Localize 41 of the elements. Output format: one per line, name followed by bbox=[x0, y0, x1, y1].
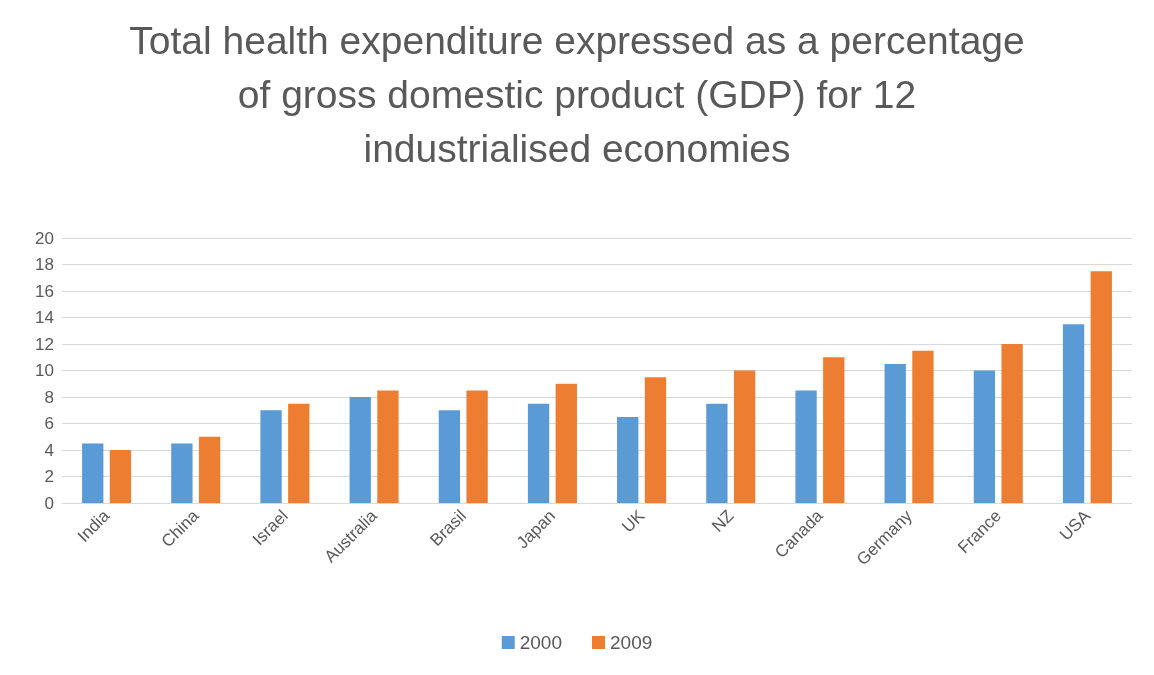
bar bbox=[171, 443, 193, 503]
bar bbox=[527, 403, 550, 503]
y-tick-label: 20 bbox=[35, 228, 54, 248]
bar bbox=[1090, 271, 1112, 503]
bar bbox=[438, 410, 461, 503]
x-tick-label: UK bbox=[618, 505, 649, 537]
bar bbox=[973, 370, 996, 503]
bar bbox=[82, 443, 104, 503]
bar bbox=[795, 390, 817, 503]
bar bbox=[912, 350, 934, 503]
bar bbox=[349, 397, 371, 503]
bar bbox=[644, 377, 667, 503]
legend-label: 2000 bbox=[519, 632, 563, 653]
y-tick-label: 18 bbox=[35, 255, 54, 274]
chart-title: Total health expenditure expressed as a percentage of gross domestic product (GDP) for 12 industrialised economies bbox=[129, 18, 1025, 170]
bar bbox=[109, 450, 132, 503]
y-tick-label: 8 bbox=[44, 387, 54, 407]
bar bbox=[733, 370, 756, 503]
x-tick-label: NZ bbox=[708, 506, 738, 536]
bar bbox=[617, 416, 639, 503]
bar bbox=[198, 436, 221, 503]
y-tick-label: 12 bbox=[35, 334, 54, 354]
y-tick-label: 16 bbox=[35, 281, 54, 301]
bar bbox=[377, 390, 399, 503]
bar bbox=[1062, 324, 1085, 503]
bar bbox=[555, 383, 577, 503]
bar bbox=[823, 357, 845, 503]
y-tick-label: 14 bbox=[35, 308, 54, 327]
x-tick-label: USA bbox=[1055, 505, 1095, 545]
bar bbox=[1001, 344, 1023, 503]
y-tick-label: 0 bbox=[44, 493, 54, 513]
y-tick-label: 2 bbox=[44, 467, 54, 486]
y-tick-label: 10 bbox=[35, 361, 54, 380]
bar bbox=[884, 363, 906, 503]
y-tick-label: 4 bbox=[44, 440, 54, 460]
y-tick-label: 6 bbox=[44, 414, 54, 433]
legend-label: 2009 bbox=[610, 632, 653, 653]
bar bbox=[260, 410, 282, 503]
bar bbox=[288, 403, 310, 503]
bar bbox=[706, 403, 728, 503]
bar bbox=[466, 390, 488, 503]
